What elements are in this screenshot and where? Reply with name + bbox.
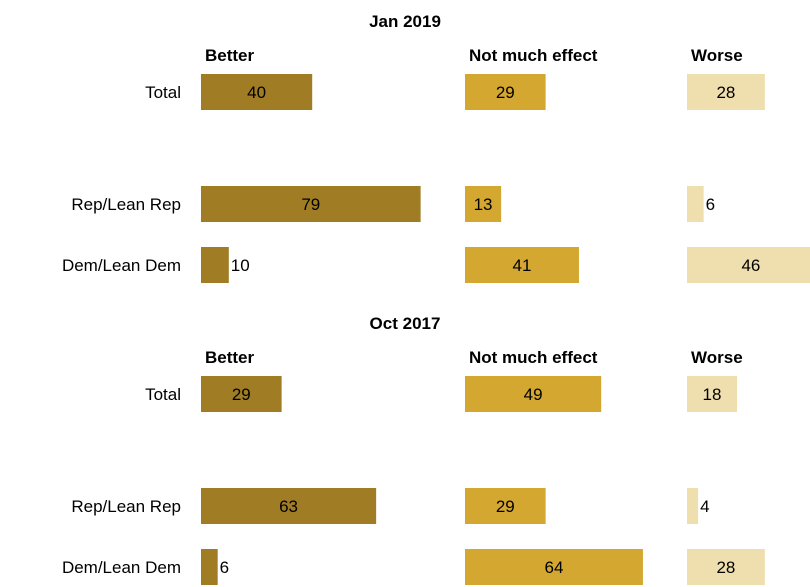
bar-not-much-effect: [465, 488, 546, 524]
data-label: 46: [741, 256, 760, 275]
data-label: 63: [279, 497, 298, 516]
bar-better: [201, 74, 313, 110]
bar-not-much-effect: [465, 74, 546, 110]
column-header-not-much-effect: Not much effect: [469, 348, 598, 367]
data-label: 4: [700, 497, 709, 516]
bar-not-much-effect: [465, 247, 579, 283]
row-label: Total: [145, 83, 181, 102]
bar-better: [201, 186, 421, 222]
bar-worse: [687, 376, 738, 412]
data-label: 13: [474, 195, 493, 214]
data-label: 28: [716, 558, 735, 577]
data-label: 64: [544, 558, 563, 577]
row-label: Rep/Lean Rep: [71, 195, 181, 214]
bar-not-much-effect: [465, 376, 602, 412]
data-label: 79: [301, 195, 320, 214]
column-header-worse: Worse: [691, 348, 743, 367]
bar-not-much-effect: [465, 549, 643, 585]
data-label: 29: [496, 497, 515, 516]
data-label: 41: [513, 256, 532, 275]
data-label: 29: [496, 83, 515, 102]
panel-oct-2017: Oct 2017 Better Not much effect Worse Total 2…: [62, 314, 765, 585]
bar-better: [201, 488, 377, 524]
row-label: Dem/Lean Dem: [62, 256, 181, 275]
data-label: 18: [703, 385, 722, 404]
bar-not-much-effect: [465, 186, 502, 222]
data-label: 28: [716, 83, 735, 102]
bar-better: [201, 376, 282, 412]
row-label: Dem/Lean Dem: [62, 558, 181, 577]
column-header-worse: Worse: [691, 46, 743, 65]
data-label: 49: [524, 385, 543, 404]
column-header-better: Better: [205, 348, 255, 367]
bar-worse: [687, 549, 765, 585]
row-label: Total: [145, 385, 181, 404]
bar-better: [201, 549, 218, 585]
panel-jan-2019: Jan 2019 Better Not much effect Worse Total 4…: [62, 12, 810, 283]
bar-better: [201, 247, 229, 283]
bar-worse: [687, 74, 765, 110]
bar-worse: [687, 186, 704, 222]
data-label: 40: [247, 83, 266, 102]
panel-title: Oct 2017: [370, 314, 441, 333]
column-header-better: Better: [205, 46, 255, 65]
column-header-not-much-effect: Not much effect: [469, 46, 598, 65]
bar-worse: [687, 488, 699, 524]
panel-title: Jan 2019: [369, 12, 441, 31]
data-label: 10: [231, 256, 250, 275]
data-label: 6: [706, 195, 715, 214]
bar-worse: [687, 247, 810, 283]
row-label: Rep/Lean Rep: [71, 497, 181, 516]
data-label: 6: [220, 558, 229, 577]
data-label: 29: [232, 385, 251, 404]
